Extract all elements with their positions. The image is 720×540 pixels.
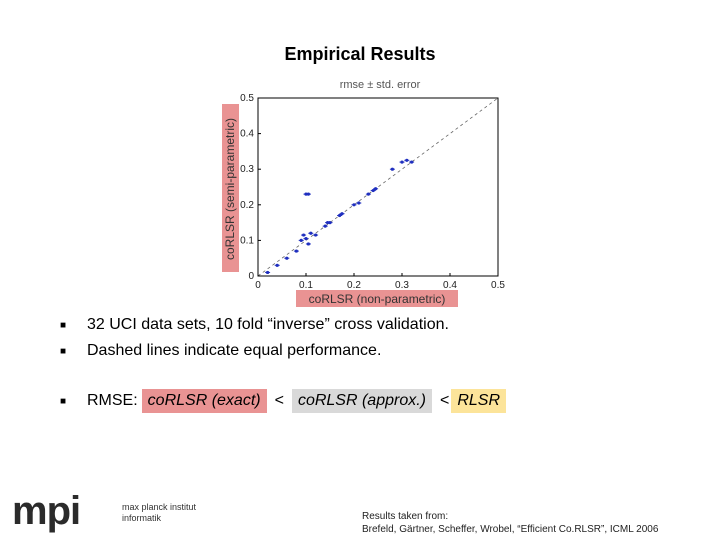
x-tick-label: 0 [255,280,261,291]
data-point [405,158,409,162]
logo-line2: informatik [122,513,162,523]
rmse-rlsr-badge: RLSR [451,389,507,413]
rmse-exact-badge: coRLSR (exact) [141,389,267,413]
scatter-plot-svg: rmse ± std. error coRLSR (semi-parametri… [222,79,505,307]
less-than-2: < [439,392,450,409]
data-point [304,237,308,241]
data-point [410,160,414,164]
data-point [306,242,310,246]
data-point [314,233,318,237]
data-point [299,238,303,242]
data-point [275,263,279,267]
plot-frame [257,97,499,277]
x-tick-label: 0.5 [491,280,505,291]
bullet-marker: ■ [60,345,67,357]
data-point [309,231,313,235]
data-point [294,249,298,253]
bullet-marker: ■ [60,319,67,331]
data-point [285,256,289,260]
logo-line1: max planck institut [122,502,197,512]
data-point [374,187,378,191]
y-tick-label: 0.4 [240,129,254,140]
rmse-approx-badge: coRLSR (approx.) [291,389,432,413]
data-point [371,188,375,193]
x-axis-label: coRLSR (non-parametric) [309,292,446,306]
x-tick-label: 0.4 [443,280,457,291]
y-axis-label: coRLSR (semi-parametric) [223,118,237,260]
ylabel-highlight [222,104,239,272]
data-point [338,213,342,218]
citation-line-1: Results taken from: [362,511,449,522]
y-tick-label: 0.1 [240,235,254,246]
data-point [302,233,306,237]
data-point [306,192,310,196]
citation-line-2: Brefeld, Gärtner, Scheffer, Wrobel, “Eff… [362,524,659,535]
logo-letters: mpi [12,492,80,533]
x-tick-label: 0.3 [395,280,409,291]
data-point [357,201,361,205]
equal-performance-line [257,97,499,277]
x-tick-label: 0.2 [347,280,361,291]
bullet-text: 32 UCI data sets, 10 fold “inverse” cros… [87,316,449,333]
x-tick-label: 0.1 [299,280,313,291]
bullet-item-1: ■ 32 UCI data sets, 10 fold “inverse” cr… [60,316,449,334]
bullet-item-2: ■ Dashed lines indicate equal performanc… [60,342,381,360]
data-point [352,203,356,207]
y-tick-label: 0.3 [240,164,254,175]
data-point [328,221,332,225]
xlabel-highlight [296,290,458,307]
data-point [340,212,344,216]
y-tick-label: 0.5 [240,93,254,104]
rmse-label: RMSE: [87,392,138,409]
data-point [366,192,370,196]
bullet-text: Dashed lines indicate equal performance. [87,342,382,359]
data-point [390,167,394,171]
data-point [400,160,404,164]
citation: Results taken from: Brefeld, Gärtner, Sc… [362,510,658,536]
y-tick-label: 0.2 [240,200,254,211]
less-than-1: < [274,392,284,409]
data-point [323,224,327,228]
bullet-marker: ■ [60,395,67,407]
scatter-plot: rmse ± std. error coRLSR (semi-parametri… [220,74,520,314]
chart-title: rmse ± std. error [340,79,421,91]
y-tick-label: 0 [248,271,254,282]
data-point [266,270,270,275]
slide-title: Empirical Results [284,44,436,64]
rmse-comparison: ■ RMSE: coRLSR (exact) < coRLSR (approx.… [60,389,507,413]
mpi-logo: mpi max planck institut informatik [12,489,212,534]
